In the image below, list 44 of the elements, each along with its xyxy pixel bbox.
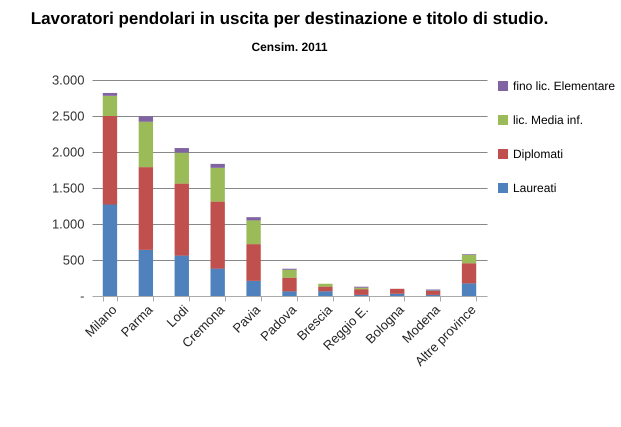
bar <box>354 289 368 295</box>
bar <box>210 202 225 269</box>
bar <box>210 164 225 168</box>
legend-label: fino lic. Elementare <box>513 79 616 93</box>
bar <box>390 288 404 294</box>
bar <box>102 96 118 116</box>
bar <box>102 204 118 296</box>
y-tick-label: 500 <box>62 252 84 268</box>
y-tick-label: 1.000 <box>52 216 84 232</box>
bar <box>246 280 261 296</box>
bar <box>102 92 118 96</box>
y-tick-label: - <box>80 288 84 304</box>
bar <box>174 152 189 184</box>
bar <box>426 290 440 295</box>
bar <box>210 268 225 296</box>
bar <box>138 122 154 168</box>
bar <box>282 278 297 292</box>
y-tick-label: 2.500 <box>52 108 84 124</box>
bar <box>174 256 189 296</box>
legend-label: Diplomati <box>513 147 564 161</box>
bar <box>246 244 261 281</box>
bar <box>282 291 297 296</box>
y-tick-label: 1.500 <box>52 180 84 196</box>
y-tick-label: 3.000 <box>52 72 84 88</box>
bar <box>318 291 333 296</box>
chart-title: Lavoratori pendolari in uscita per destinazione e titolo di studio. <box>30 9 548 28</box>
legend-label: Laureati <box>513 181 556 195</box>
bar <box>282 270 297 278</box>
bar <box>138 167 154 250</box>
bar <box>174 184 189 256</box>
bar <box>246 217 261 220</box>
bar <box>462 283 476 296</box>
bar <box>246 220 261 244</box>
bar <box>318 286 333 292</box>
bar <box>462 263 476 284</box>
bar <box>102 116 118 205</box>
y-tick-label: 2.000 <box>52 144 84 160</box>
legend-label: lic. Media inf. <box>513 113 584 127</box>
bar <box>138 250 154 296</box>
bar <box>174 148 189 153</box>
chart-subtitle: Censim. 2011 <box>251 40 328 54</box>
bar <box>462 254 476 264</box>
bar <box>210 168 225 202</box>
bar <box>138 116 154 122</box>
